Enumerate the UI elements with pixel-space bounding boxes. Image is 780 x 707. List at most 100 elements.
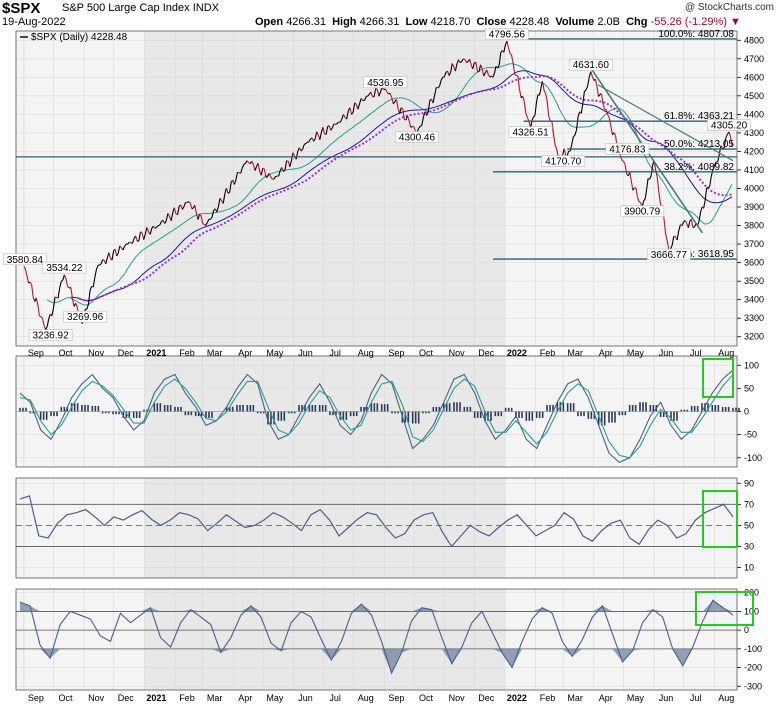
chart-header: $SPX S&P 500 Large Cap Index INDX 19-Aug… [0,0,780,30]
fib-label: 61.8%: 4363.21 [664,111,734,122]
price-segment [563,148,567,156]
x-tick-label: Oct [419,693,434,703]
exchange: INDX [192,2,219,14]
price-segment [400,107,404,110]
price-segment [216,206,219,213]
price-segment [63,274,67,280]
price-segment [108,252,112,259]
price-segment [602,103,606,110]
x-tick-label-top: Nov [449,348,466,358]
y-tick-label: 4200 [744,146,764,156]
x-tick-label: Nov [449,693,466,703]
price-segment [339,118,343,123]
price-segment [572,134,576,138]
x-tick-label-top: Oct [59,348,74,358]
price-segment [703,200,706,209]
price-segment [522,96,525,102]
price-segment [330,127,333,131]
x-tick-label-top: Feb [179,348,195,358]
price-annotation-box [484,28,529,40]
price-segment [386,91,389,95]
price-segment [92,277,96,288]
price-segment [122,246,126,251]
price-segment [257,163,261,172]
price-annotation: 3236.92 [32,331,69,342]
low-value: 4218.70 [430,16,471,28]
watermark: @ StockCharts.com [684,2,774,13]
x-tick-label-top: May [627,348,645,358]
price-segment [165,213,169,221]
price-annotation-box [605,143,650,155]
price-annotation: 3269.96 [67,312,104,323]
x-tick-label-top: Jun [298,348,313,358]
price-segment [486,69,489,75]
price-segment [454,63,458,72]
price-annotation: 4326.51 [512,128,549,139]
price-segment [360,97,364,101]
x-tick-label-top: Apr [238,348,252,358]
price-segment [723,137,727,148]
close-value: 4228.48 [509,16,550,28]
price-segment [543,89,547,95]
price-segment [211,210,215,218]
price-segment [498,52,502,66]
price-segment [23,265,26,270]
price-segment [342,114,346,118]
price-segment [525,112,528,118]
price-segment [613,132,617,137]
price-segment [373,88,377,98]
x-tick-label-top: Sep [28,348,44,358]
price-segment [707,186,710,188]
x-tick-label-top: Oct [419,348,434,358]
price-segment [709,176,712,187]
price-segment [222,194,226,204]
x-tick-label-top: Aug [358,348,374,358]
price-segment [717,154,720,163]
y-tick-label: 10 [744,562,754,572]
price-segment [31,284,34,298]
x-tick-label-top: Feb [540,348,556,358]
price-segment [514,74,517,76]
price-segment [481,68,485,77]
x-tick-label: 2022 [507,693,527,703]
price-annotation: 3900.79 [624,207,661,218]
x-tick-label: Feb [540,693,556,703]
price-segment [370,91,374,97]
price-segment [273,176,276,180]
price-segment [284,160,288,171]
price-annotation-box [2,253,47,266]
volume-value: 2.0B [597,16,620,28]
price-segment [127,241,130,245]
price-segment [45,326,48,331]
price-segment [186,201,190,204]
x-tick-label: Jun [659,693,674,703]
y-tick-label: 3400 [744,295,764,305]
price-annotation: 4176.83 [609,144,646,155]
downtrend-line-upper [597,84,734,162]
price-segment [146,227,150,233]
x-tick-label-top: Mar [567,348,583,358]
volume-label: Volume [555,16,595,28]
price-segment [699,206,703,213]
x-tick-label: Aug [718,693,734,703]
price-annotation-box [707,119,751,131]
y-tick-label: 4600 [744,72,764,82]
price-segment [582,91,585,104]
highlight-box-macd [702,358,734,398]
close-label: Close [476,16,507,28]
price-segment [316,131,319,136]
price-segment [459,60,463,64]
price-segment [410,125,413,128]
price-segment [395,99,399,109]
price-segment [99,263,102,266]
price-segment [37,305,40,316]
x-tick-label: Jun [298,693,313,703]
price-segment [262,167,265,170]
price-segment [478,64,482,72]
price-segment [432,95,436,104]
price-segment [590,71,593,77]
price-segment [630,180,634,191]
price-segment [359,98,362,104]
open-value: 4266.31 [286,16,326,28]
